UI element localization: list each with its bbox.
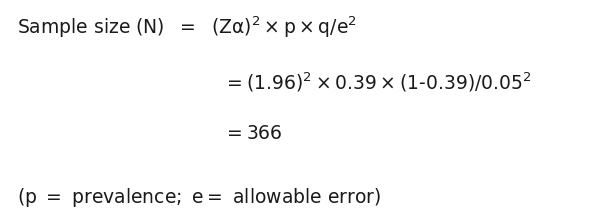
Text: $\mathregular{=366}$: $\mathregular{=366}$: [223, 124, 282, 143]
Text: Sample size $\mathregular{(N)}$  $=$  $\mathregular{(Z\alpha)^{2}\times p\times : Sample size $\mathregular{(N)}$ $=$ $\ma…: [17, 14, 358, 40]
Text: $\mathregular{=(1.96)^{2}\times 0.39\times (1\text{-}0.39)/0.05^{2}}$: $\mathregular{=(1.96)^{2}\times 0.39\tim…: [223, 70, 531, 94]
Text: $\mathregular{(p\ =\ prevalence;\ e=\ allowable\ error)}$: $\mathregular{(p\ =\ prevalence;\ e=\ al…: [17, 186, 382, 209]
